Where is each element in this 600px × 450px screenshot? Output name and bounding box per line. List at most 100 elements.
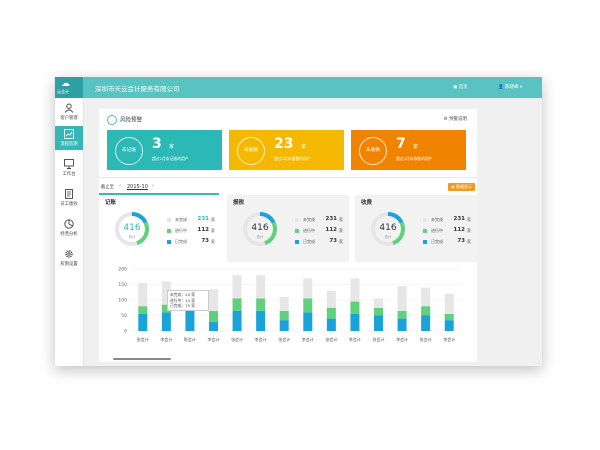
data-display-label: 数据显示 [456, 184, 472, 189]
x-tick-label: 李会计 [160, 336, 172, 342]
legend-swatch [423, 240, 427, 244]
bar-segment [209, 321, 218, 331]
risk-title: 风险预警 [120, 117, 143, 124]
legend-swatch [423, 218, 427, 222]
stat-row-unit: 家 [211, 239, 215, 244]
stat-row-value: 112 [325, 227, 337, 233]
period-value[interactable]: 2015-10 [127, 184, 148, 190]
donut-chart [371, 212, 405, 246]
user-icon: 👤 [498, 85, 506, 90]
logo[interactable]: ☁ 云会计 [55, 77, 83, 98]
data-display-button[interactable]: ◉ 数据显示 [448, 183, 475, 191]
donut-done-arc [243, 212, 277, 246]
stat-row-value: 73 [329, 238, 337, 244]
stat-row: 已完成 73 家 [423, 238, 471, 247]
logo-text: 云会计 [57, 89, 69, 94]
stat-row: 未完成 231 家 [295, 216, 343, 225]
bar-segment [256, 298, 266, 311]
chevron-right-icon[interactable]: › [152, 183, 154, 189]
sidebar-item-workbench[interactable]: 工作台 [55, 156, 83, 180]
stat-title: 报税 [233, 200, 245, 206]
home-icon: ▣ [453, 85, 459, 90]
legend-swatch [167, 229, 171, 233]
user-menu[interactable]: 👤 陈晓峰 ▾ [498, 84, 522, 90]
risk-card-unpaid[interactable]: 未收款 7 家 超过2月未收款的用户 [351, 130, 466, 170]
donut-total-label: 总计 [384, 235, 392, 239]
bar-segment [421, 306, 431, 316]
risk-help-label: 预警说明 [449, 117, 467, 122]
stat-row: 未完成 231 家 [423, 216, 471, 225]
period-label: 截止至 [101, 185, 114, 190]
bar-segment [138, 306, 148, 314]
eye-icon: ◉ [451, 184, 456, 189]
x-tick-label: 张会计 [278, 336, 290, 342]
chart-icon [64, 129, 74, 139]
risk-help-link[interactable]: ⚙ 预警说明 [444, 116, 467, 122]
sidebar-item-label: 客户管理 [60, 116, 78, 121]
tooltip-line: 进行中：10 家 [170, 297, 196, 303]
stacked-bar-chart: 0 50 100 150 200 张会计 李会计 陈会计 李会计 张会计 李会计 张会计 李会计 张会计 李… [118, 267, 461, 342]
warning-user-icon [107, 115, 117, 125]
stat-row: 进行中 112 家 [295, 227, 343, 236]
divider [99, 177, 477, 178]
sidebar-item-label: 工作台 [62, 172, 76, 177]
bar-segment [444, 293, 454, 314]
stat-row: 已完成 73 家 [167, 238, 215, 247]
donut-chart [243, 212, 277, 246]
home-link[interactable]: ▣ 首页 [453, 84, 468, 90]
tooltip-line: 已完成：75 家 [170, 303, 196, 308]
stat-row-label: 已完成 [431, 239, 443, 244]
risk-desc: 超过2月未记账的用户 [152, 156, 189, 161]
x-tick-label: 张会计 [373, 336, 385, 342]
sidebar-item-process[interactable]: 流程监测 [55, 126, 83, 150]
bar-segment [232, 275, 242, 299]
chart-tooltip: 未完成：20 家 进行中：10 家 已完成：75 家 [167, 290, 209, 311]
stat-row-unit: 家 [339, 239, 343, 244]
chevron-left-icon[interactable]: ‹ [119, 183, 121, 189]
horizontal-scrollbar[interactable] [113, 358, 171, 360]
bar-segment [444, 320, 454, 331]
donut-total-label: 总计 [128, 235, 136, 239]
x-tick-label: 李会计 [396, 336, 408, 342]
bar-segment [209, 310, 218, 322]
bar-segment [303, 312, 313, 331]
stat-row-unit: 家 [467, 217, 471, 222]
stat-row: 进行中 112 家 [423, 227, 471, 236]
user-icon [64, 103, 74, 113]
risk-circle: 未报税 [237, 137, 265, 165]
gear-icon: ⚙ [443, 117, 449, 122]
logo-mark-icon: ☁ [61, 79, 70, 89]
bar-segment [256, 310, 266, 331]
sidebar-item-customers[interactable]: 客户管理 [55, 100, 83, 124]
x-tick-label: 李会计 [208, 336, 220, 342]
risk-desc: 超过2月未收款的用户 [396, 156, 433, 161]
bar-segment [161, 312, 171, 331]
bar-segment [350, 313, 360, 331]
stat-row-label: 已完成 [175, 239, 187, 244]
x-tick-label: 李会计 [255, 336, 267, 342]
stat-row-unit: 家 [467, 228, 471, 233]
stat-row-value: 231 [453, 216, 465, 222]
pie-icon [64, 219, 74, 229]
top-bar: ☁ 云会计 深圳市天云会计服务有限公司 ▣ 首页 👤 陈晓峰 ▾ [55, 77, 542, 98]
bar-segment [138, 282, 148, 307]
bar-segment [374, 315, 383, 331]
stat-card-tax: 报税 416 总计 未完成 231 家 进行中 112 家 [227, 195, 349, 262]
bar-segment [209, 289, 218, 311]
risk-unit: 家 [301, 144, 307, 150]
bar-segment [350, 301, 360, 314]
sidebar-item-performance[interactable]: 员工绩效 [55, 186, 83, 210]
bar-segment [161, 281, 171, 305]
risk-card-unbooked[interactable]: 未记账 3 家 超过2月未记账的用户 [107, 130, 222, 170]
sidebar-item-label: 经营分析 [60, 232, 78, 237]
risk-card-unfiled[interactable]: 未报税 23 家 超过2月未报税的用户 [229, 130, 344, 170]
legend-swatch [295, 240, 299, 244]
x-tick-label: 张会计 [231, 336, 243, 342]
app-window: ☁ 云会计 深圳市天云会计服务有限公司 ▣ 首页 👤 陈晓峰 ▾ 客户管理 流程… [55, 77, 542, 366]
stat-row-unit: 家 [211, 217, 215, 222]
sidebar-item-permissions[interactable]: 权限设置 [55, 246, 83, 270]
sidebar-item-analysis[interactable]: 经营分析 [55, 216, 83, 240]
donut-progress-arc [243, 212, 277, 246]
donut-progress-arc [371, 212, 405, 246]
bar-segment [279, 310, 289, 321]
